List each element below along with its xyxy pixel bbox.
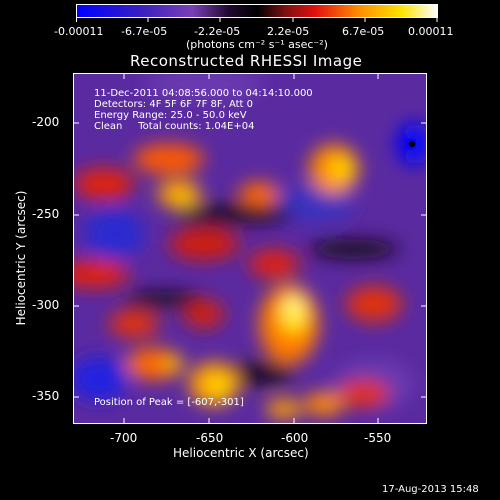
x-tick-label: -700: [110, 431, 138, 445]
colorbar: [76, 4, 438, 18]
colorbar-tick-2: -6.7e-05: [121, 25, 168, 38]
info-clean-counts: Clean Total counts: 1.04E+04: [94, 121, 255, 132]
y-tick-label: -200: [32, 115, 60, 129]
y-tick-label: -350: [32, 389, 60, 403]
colorbar-tick-3: -2.2e-05: [194, 25, 241, 38]
x-tick-label: -600: [281, 431, 309, 445]
peak-position: Position of Peak = [-607,-301]: [94, 397, 244, 408]
y-axis-label: Heliocentric Y (arcsec): [14, 190, 28, 326]
colorbar-units: (photons cm⁻² s⁻¹ asec⁻²): [186, 38, 328, 51]
colorbar-tick-marks: [76, 17, 438, 22]
rhessi-image: [73, 73, 427, 424]
colorbar-tick-1: -0.00011: [54, 25, 104, 38]
colorbar-tick-5: 6.7e-05: [342, 25, 385, 38]
info-detectors: Detectors: 4F 5F 6F 7F 8F, Att 0: [94, 99, 254, 110]
timestamp-footer: 17-Aug-2013 15:48: [382, 484, 479, 495]
y-tick-label: -300: [32, 298, 60, 312]
x-axis-label: Heliocentric X (arcsec): [173, 446, 309, 460]
x-tick-label: -650: [196, 431, 224, 445]
x-tick-label: -550: [364, 431, 392, 445]
info-time-range: 11-Dec-2011 04:08:56.000 to 04:14:10.000: [94, 88, 313, 99]
colorbar-tick-6: 0.00011: [408, 25, 454, 38]
image-title: Reconstructed RHESSI Image: [130, 52, 363, 70]
info-energy-range: Energy Range: 25.0 - 50.0 keV: [94, 110, 247, 121]
y-tick-label: -250: [32, 207, 60, 221]
colorbar-tick-4: 2.2e-05: [267, 25, 310, 38]
